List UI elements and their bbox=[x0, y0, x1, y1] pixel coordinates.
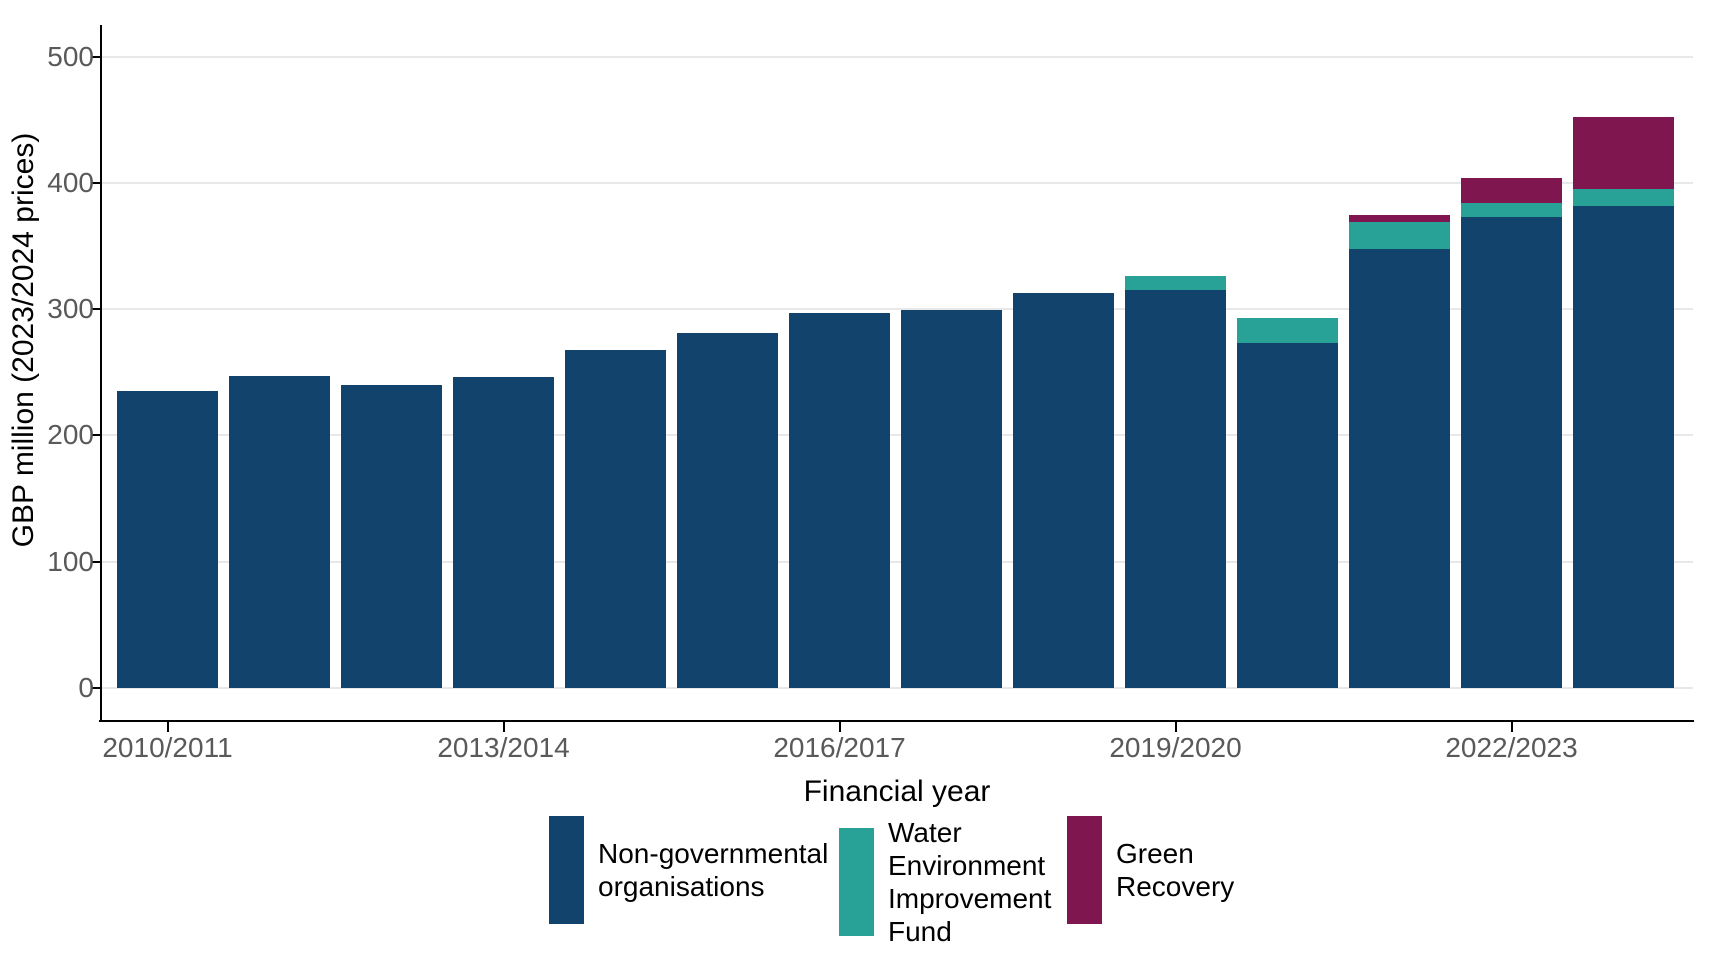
y-tick-400 bbox=[92, 181, 101, 184]
y-tick-100 bbox=[92, 560, 101, 563]
bar-2012/2013-non-governmental-organisations bbox=[341, 384, 442, 688]
bar-2022/2023-water-environment-improvement-fund bbox=[1461, 203, 1562, 218]
x-tick-label-2016/2017: 2016/2017 bbox=[773, 732, 906, 763]
x-axis-line bbox=[99, 720, 1694, 722]
legend-swatch-weif bbox=[839, 828, 874, 936]
y-axis-title: GBP million (2023/2024 prices) bbox=[7, 132, 40, 548]
bar-2010/2011-non-governmental-organisations bbox=[117, 391, 218, 688]
bar-2015/2016-non-governmental-organisations bbox=[677, 333, 778, 688]
y-tick-200 bbox=[92, 434, 101, 437]
x-tick-2019/2020 bbox=[1174, 722, 1177, 732]
bar-2016/2017-non-governmental-organisations bbox=[789, 313, 890, 688]
legend-label-ngo: Non-governmental organisations bbox=[598, 838, 829, 902]
bar-2022/2023-green-recovery bbox=[1461, 177, 1562, 204]
bar-2023/2024-non-governmental-organisations bbox=[1573, 205, 1674, 688]
bar-2021/2022-green-recovery bbox=[1349, 214, 1450, 223]
x-tick-2022/2023 bbox=[1510, 722, 1513, 732]
x-tick-label-2013/2014: 2013/2014 bbox=[437, 732, 570, 763]
x-axis-title: Financial year bbox=[803, 775, 991, 808]
bar-2021/2022-non-governmental-organisations bbox=[1349, 248, 1450, 688]
bar-2011/2012-non-governmental-organisations bbox=[229, 376, 330, 688]
bar-2023/2024-green-recovery bbox=[1573, 117, 1674, 190]
y-tick-label-400: 400 bbox=[47, 166, 94, 198]
legend-item-ngo: Non-governmental organisations bbox=[549, 816, 838, 924]
gridline-y-400 bbox=[101, 181, 1693, 184]
bar-2023/2024-water-environment-improvement-fund bbox=[1573, 189, 1674, 206]
y-tick-label-200: 200 bbox=[47, 419, 94, 451]
gridline-y-100 bbox=[101, 560, 1693, 563]
legend-label-weif: Water Environment Improvement Fund bbox=[888, 817, 1052, 947]
legend-swatch-green-recovery bbox=[1067, 816, 1102, 924]
bar-2022/2023-non-governmental-organisations bbox=[1461, 217, 1562, 688]
y-tick-label-500: 500 bbox=[47, 40, 94, 72]
y-axis-line bbox=[100, 25, 102, 722]
x-tick-label-2019/2020: 2019/2020 bbox=[1109, 732, 1242, 763]
y-tick-500 bbox=[92, 55, 101, 58]
legend-item-weif: Water Environment Improvement Fund bbox=[839, 816, 1063, 948]
x-tick-2016/2017 bbox=[838, 722, 841, 732]
gridline-y-0 bbox=[101, 687, 1693, 689]
gridline-y-500 bbox=[101, 55, 1693, 58]
y-tick-300 bbox=[92, 308, 101, 311]
gridline-y-300 bbox=[101, 308, 1693, 311]
bar-2019/2020-non-governmental-organisations bbox=[1125, 290, 1226, 688]
gridline-y-200 bbox=[101, 434, 1693, 437]
y-tick-0 bbox=[92, 687, 101, 689]
x-tick-2010/2011 bbox=[166, 722, 169, 732]
legend-label-green-recovery: Green Recovery bbox=[1116, 838, 1235, 902]
legend-item-green-recovery: Green Recovery bbox=[1067, 816, 1286, 924]
y-tick-label-0: 0 bbox=[78, 672, 94, 703]
bar-2020/2021-water-environment-improvement-fund bbox=[1237, 318, 1338, 344]
bar-2020/2021-non-governmental-organisations bbox=[1237, 343, 1338, 688]
bar-2021/2022-water-environment-improvement-fund bbox=[1349, 222, 1450, 249]
bar-2017/2018-non-governmental-organisations bbox=[901, 310, 1002, 688]
x-tick-2013/2014 bbox=[502, 722, 505, 732]
bar-2018/2019-non-governmental-organisations bbox=[1013, 292, 1114, 688]
x-tick-label-2022/2023: 2022/2023 bbox=[1445, 732, 1578, 763]
legend-swatch-ngo bbox=[549, 816, 584, 924]
y-tick-label-100: 100 bbox=[47, 545, 94, 577]
x-tick-label-2010/2011: 2010/2011 bbox=[102, 732, 233, 763]
bar-2013/2014-non-governmental-organisations bbox=[453, 377, 554, 688]
bar-2014/2015-non-governmental-organisations bbox=[565, 349, 666, 688]
y-tick-label-300: 300 bbox=[47, 293, 94, 325]
bar-2019/2020-water-environment-improvement-fund bbox=[1125, 276, 1226, 291]
